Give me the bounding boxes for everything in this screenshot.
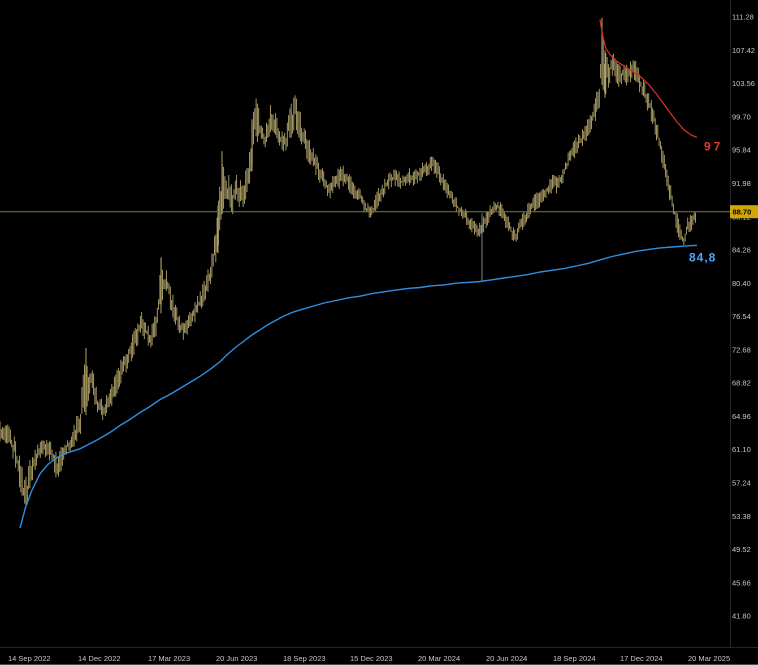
ma-value-label: 84,8 xyxy=(689,250,716,264)
x-axis-label: 20 Mar 2025 xyxy=(688,654,730,663)
current-price-badge-text: 88.70 xyxy=(733,208,752,217)
y-axis[interactable]: 111.28107.42103.5699.7095.8491.9888.1284… xyxy=(732,13,755,621)
y-axis-label: 95.84 xyxy=(732,146,751,155)
current-price-badge xyxy=(730,205,758,219)
x-axis-label: 14 Sep 2022 xyxy=(8,654,51,663)
y-axis-label: 99.70 xyxy=(732,112,751,121)
price-bars-series xyxy=(0,17,696,508)
y-axis-label: 57.24 xyxy=(732,479,751,488)
y-axis-label: 41.80 xyxy=(732,612,751,621)
y-axis-label: 72.68 xyxy=(732,345,751,354)
x-axis-label: 14 Dec 2022 xyxy=(78,654,121,663)
x-axis-label: 17 Mar 2023 xyxy=(148,654,190,663)
moving-average-line[interactable] xyxy=(19,244,698,529)
y-axis-label: 49.52 xyxy=(732,545,751,554)
y-axis-label: 111.28 xyxy=(732,13,754,22)
x-axis-label: 20 Jun 2024 xyxy=(486,654,527,663)
y-axis-label: 76.54 xyxy=(732,312,751,321)
y-axis-label: 80.40 xyxy=(732,279,751,288)
stop-value-label: 97 xyxy=(704,140,723,154)
y-axis-label: 84.26 xyxy=(732,246,751,255)
y-axis-label: 103.56 xyxy=(732,79,755,88)
x-axis-label: 20 Jun 2023 xyxy=(216,654,257,663)
x-axis[interactable]: 14 Sep 2022 14 Dec 2022 17 Mar 2023 20 Jun … xyxy=(8,654,730,663)
x-axis-label: 18 Sep 2024 xyxy=(553,654,596,663)
y-axis-label: 107.42 xyxy=(732,46,755,55)
y-axis-label: 68.82 xyxy=(732,379,751,388)
x-axis-label: 20 Mar 2024 xyxy=(418,654,460,663)
y-axis-label: 91.98 xyxy=(732,179,751,188)
y-axis-label: 64.96 xyxy=(732,412,751,421)
y-axis-label: 45.66 xyxy=(732,578,751,587)
x-axis-label: 17 Dec 2024 xyxy=(620,654,663,663)
x-axis-label: 18 Sep 2023 xyxy=(283,654,326,663)
x-axis-label: 15 Dec 2023 xyxy=(350,654,393,663)
red-trail-line[interactable] xyxy=(599,19,698,139)
y-axis-label: 53.38 xyxy=(732,512,751,521)
y-axis-label: 61.10 xyxy=(732,445,751,454)
